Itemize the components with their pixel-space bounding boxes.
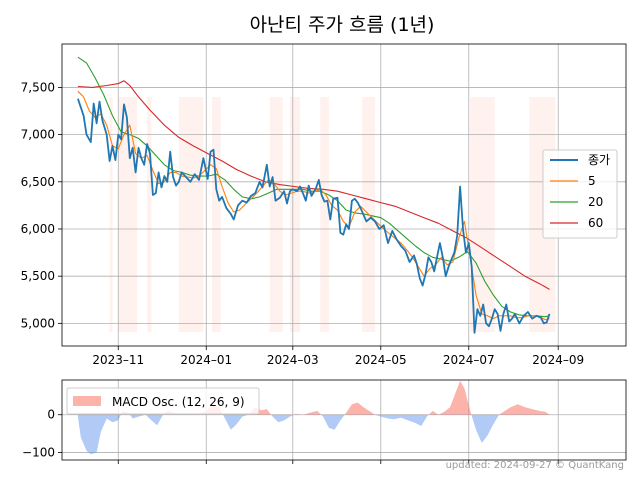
legend-swatch-macd bbox=[73, 396, 101, 406]
main-xtick-label-0: 2023–11 bbox=[92, 353, 144, 367]
highlight-band-4 bbox=[212, 97, 221, 332]
legend-label-ma5: 5 bbox=[588, 174, 596, 188]
macd-legend-box bbox=[66, 387, 260, 415]
main-legend: 종가 5 20 60 bbox=[542, 149, 618, 239]
footer-credit: updated: 2024-09-27 © QuantKang bbox=[446, 460, 624, 471]
main-xtick-label-3: 2024–05 bbox=[355, 353, 407, 367]
main-gridlines bbox=[62, 44, 626, 346]
highlight-band-0 bbox=[109, 97, 113, 332]
highlight-band-1 bbox=[118, 97, 138, 332]
macd-y-axis: 0 −100 bbox=[22, 408, 62, 459]
chart-title: 아난티 주가 흐름 (1년) bbox=[250, 14, 435, 36]
main-xtick-label-1: 2024–01 bbox=[180, 353, 232, 367]
main-xtick-label-5: 2024–09 bbox=[532, 353, 584, 367]
highlight-band-7 bbox=[320, 97, 329, 332]
macd-x-axis bbox=[117, 460, 559, 464]
macd-ytick-label-0: 0 bbox=[47, 408, 55, 422]
highlight-band-5 bbox=[269, 97, 283, 332]
macd-legend: MACD Osc. (12, 26, 9) bbox=[66, 387, 260, 415]
highlight-band-6 bbox=[289, 97, 301, 332]
main-ytick-label-5: 7,500 bbox=[21, 80, 55, 94]
main-x-axis: 2023–11 2024–01 2024–03 2024–05 2024–07 2024–… bbox=[92, 346, 584, 367]
series-line-close bbox=[77, 98, 551, 334]
main-ytick-label-1: 5,500 bbox=[21, 269, 55, 283]
series-line-ma60 bbox=[77, 80, 550, 290]
main-plot-frame bbox=[61, 43, 627, 347]
main-legend-box bbox=[542, 149, 618, 239]
main-xtick-label-2: 2024–03 bbox=[267, 353, 319, 367]
main-xtick-label-4: 2024–07 bbox=[443, 353, 495, 367]
main-ytick-label-0: 5,000 bbox=[21, 316, 55, 330]
macd-ytick-label-1: −100 bbox=[22, 445, 55, 459]
highlight-band-3 bbox=[178, 97, 204, 332]
highlight-bands bbox=[109, 97, 556, 332]
main-series-layer bbox=[77, 56, 551, 334]
macd-series-layer bbox=[77, 380, 550, 455]
main-y-axis: 5,000 5,500 6,000 6,500 7,000 7,500 bbox=[21, 80, 62, 330]
macd-plot-frame bbox=[61, 379, 627, 461]
legend-label-macd: MACD Osc. (12, 26, 9) bbox=[112, 395, 245, 409]
legend-label-close: 종가 bbox=[588, 153, 610, 167]
main-ytick-label-2: 6,000 bbox=[21, 222, 55, 236]
legend-label-ma20: 20 bbox=[588, 195, 603, 209]
main-ytick-label-3: 6,500 bbox=[21, 175, 55, 189]
highlight-band-2 bbox=[147, 97, 152, 332]
macd-area-positive bbox=[77, 380, 550, 415]
legend-label-ma60: 60 bbox=[588, 216, 603, 230]
highlight-band-9 bbox=[470, 97, 495, 332]
main-ytick-label-4: 7,000 bbox=[21, 128, 55, 142]
